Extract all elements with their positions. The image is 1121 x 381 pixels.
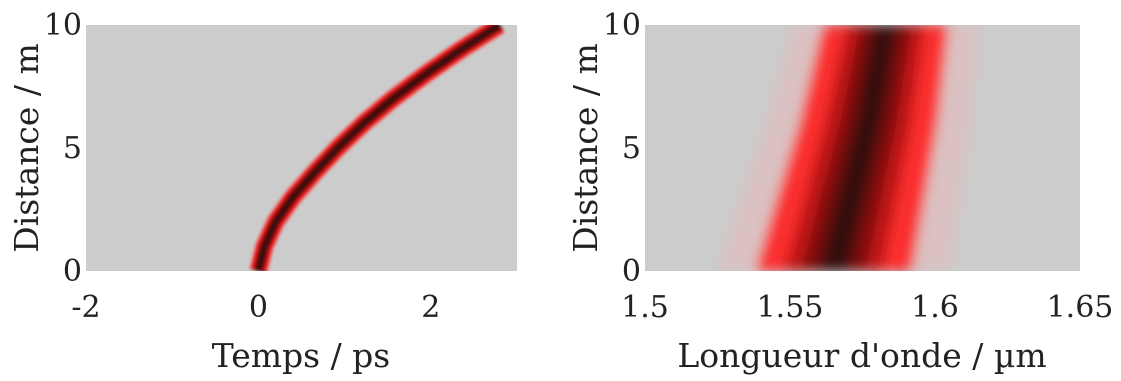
y-tick-label-time: 5 <box>63 131 82 166</box>
x-tick-label-wavelength: 1.6 <box>911 290 959 325</box>
wavelength-axis-ticks: 1.5 1.55 1.6 1.65 0 5 10 <box>603 8 1114 325</box>
x-tick-label-wavelength: 1.55 <box>757 290 824 325</box>
time-pulse-trace <box>250 25 505 271</box>
x-tick-label-time: -2 <box>71 290 100 325</box>
y-tick-label-wavelength: 10 <box>603 8 641 43</box>
x-tick-label-wavelength: 1.65 <box>1047 290 1114 325</box>
x-tick-label-wavelength: 1.5 <box>621 290 669 325</box>
y-tick-label-wavelength: 5 <box>622 131 641 166</box>
y-tick-label-time: 10 <box>44 8 82 43</box>
y-tick-label-time: 0 <box>63 254 82 289</box>
x-axis-label-time: Temps / ps <box>212 336 391 375</box>
x-tick-label-time: 0 <box>249 290 268 325</box>
pulse-core-line <box>256 25 502 271</box>
spectrum-trace <box>717 25 979 271</box>
x-axis-label-wavelength: Longueur d'onde / µm <box>677 336 1046 375</box>
y-axis-label-time: Distance / m <box>7 43 46 253</box>
x-tick-label-time: 2 <box>421 290 440 325</box>
y-tick-label-wavelength: 0 <box>622 254 641 289</box>
y-axis-label-wavelength: Distance / m <box>566 43 605 253</box>
spectrum-core-band <box>819 25 898 271</box>
